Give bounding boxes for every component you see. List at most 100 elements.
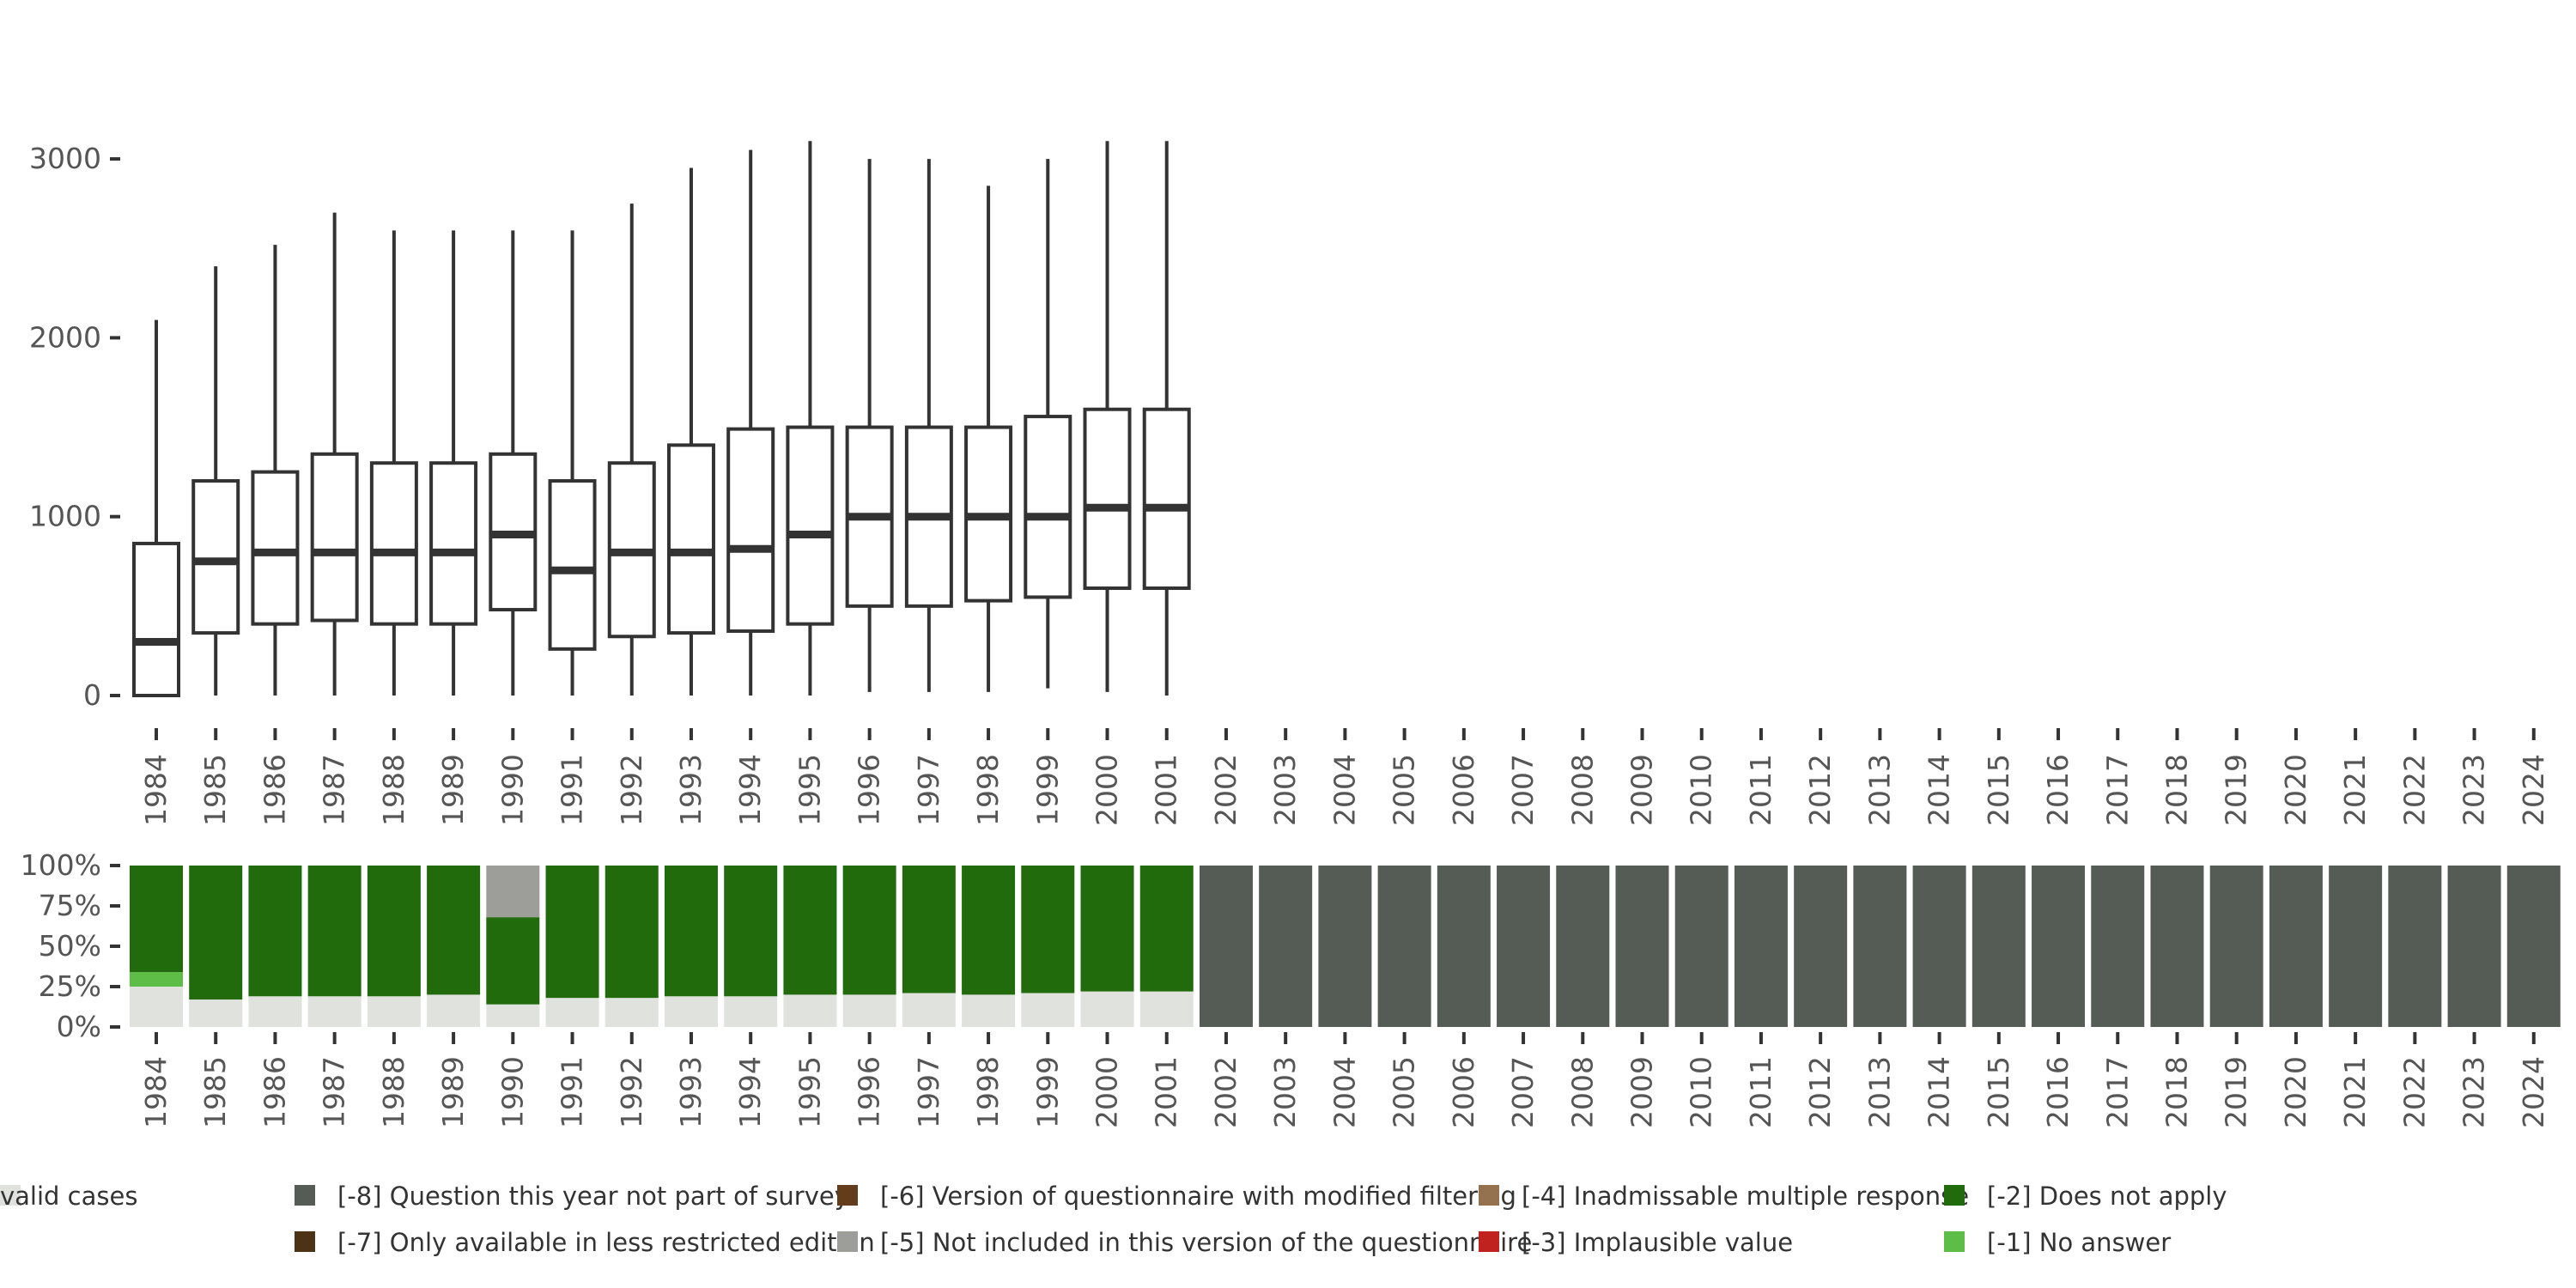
- box-x-tick-label: 2020: [2279, 754, 2312, 826]
- legend-label: [-8] Question this year not part of surv…: [337, 1182, 849, 1211]
- bar-segment: [605, 998, 659, 1027]
- bar-segment: [1674, 866, 1728, 1027]
- bar-x-tick-label: 2021: [2338, 1056, 2372, 1128]
- box-x-tick-label: 2001: [1150, 754, 1183, 826]
- bar-y-tick-label: 75%: [39, 889, 101, 922]
- box-iqr: [369, 461, 418, 626]
- bar-segment: [962, 994, 1016, 1027]
- box-x-tick-label: 2007: [1506, 754, 1540, 826]
- box-x-tick-label: 1991: [556, 754, 589, 826]
- box-x-tick-label: 2017: [2100, 754, 2134, 826]
- bar-x-tick-label: 1986: [258, 1056, 291, 1128]
- bar-segment: [1259, 866, 1313, 1027]
- bar-x-tick-label: 2005: [1388, 1056, 1421, 1128]
- boxplot-panel: 0 1000 2000 3000 1984 1985 1986 1987 1988 1989 199…: [29, 141, 2550, 826]
- box-iqr: [191, 479, 240, 635]
- bar-x-tick-label: 2006: [1447, 1056, 1480, 1128]
- bar-segment: [189, 999, 243, 1027]
- box-x-tick-label: 2010: [1685, 754, 1718, 826]
- bar-segment: [1853, 866, 1907, 1027]
- bar-x-tick-label: 2022: [2397, 1056, 2431, 1128]
- bar-x-tick-label: 2008: [1565, 1056, 1599, 1128]
- bar-x-tick-label: 2020: [2279, 1056, 2312, 1128]
- box-y-tick-label: 2000: [29, 320, 101, 354]
- bar-x-tick-label: 2007: [1506, 1056, 1540, 1128]
- legend-swatch: [295, 1231, 315, 1252]
- legend-label: [-1] No answer: [1987, 1228, 2171, 1257]
- box-x-tick-label: 2013: [1862, 754, 1896, 826]
- bar-segment: [1080, 866, 1134, 992]
- box-x-tick-label: 2008: [1565, 754, 1599, 826]
- bar-x-tick-label: 1995: [793, 1056, 826, 1128]
- bar-segment: [486, 866, 540, 918]
- bar-x-tick-label: 2002: [1209, 1056, 1242, 1128]
- box-iqr: [786, 425, 835, 626]
- bar-segment: [724, 996, 778, 1027]
- box-x-tick-label: 2023: [2458, 754, 2491, 826]
- box-iqr: [310, 452, 359, 623]
- box-x-tick-label: 1989: [436, 754, 470, 826]
- box-y-tick-label: 0: [83, 678, 101, 712]
- bar-segment: [842, 994, 896, 1027]
- box-x-tick-label: 2012: [1803, 754, 1837, 826]
- box-x-tick-label: 1999: [1030, 754, 1064, 826]
- bar-segment: [1080, 991, 1134, 1027]
- bar-segment: [1734, 866, 1788, 1027]
- box-x-tick-label: 1994: [733, 754, 767, 826]
- bar-segment: [1021, 993, 1075, 1027]
- bar-y-tick-label: 100%: [21, 848, 101, 882]
- bar-segment: [1497, 866, 1551, 1027]
- stacked-bar-panel: 0% 25% 50% 75% 100% 1984 1985 1986 1987 1988 1989 1…: [21, 848, 2561, 1128]
- bar-x-tick-label: 2012: [1803, 1056, 1837, 1128]
- bar-x-tick-label: 2009: [1625, 1056, 1659, 1128]
- bar-segment: [486, 917, 540, 1005]
- bar-x-tick-label: 1990: [495, 1056, 529, 1128]
- legend-swatch: [1479, 1231, 1499, 1252]
- legend-swatch: [0, 1185, 21, 1206]
- bar-segment: [427, 994, 481, 1027]
- bar-segment: [902, 993, 956, 1027]
- legend-swatch: [1944, 1231, 1965, 1252]
- bar-y-tick-label: 50%: [39, 929, 101, 963]
- bar-y-tick-label: 0%: [57, 1010, 101, 1043]
- box-x-tick-label: 2019: [2220, 754, 2253, 826]
- bar-segment: [1318, 866, 1372, 1027]
- bar-segment: [664, 866, 718, 997]
- bar-x-tick-label: 1992: [615, 1056, 648, 1128]
- bar-segment: [130, 866, 183, 973]
- bar-x-tick-label: 2024: [2517, 1056, 2550, 1128]
- bar-x-tick-label: 1985: [198, 1056, 232, 1128]
- legend-label: [-6] Version of questionnaire with modif…: [880, 1182, 1516, 1211]
- legend-swatch: [837, 1231, 858, 1252]
- bar-x-tick-label: 2001: [1150, 1056, 1183, 1128]
- bar-segment: [130, 972, 183, 987]
- legend-label: valid cases: [0, 1182, 137, 1211]
- bar-x-tick-label: 2000: [1091, 1056, 1124, 1128]
- box-y-tick-label: 3000: [29, 142, 101, 175]
- bar-segment: [2150, 866, 2204, 1027]
- bar-x-tick-label: 1998: [971, 1056, 1005, 1128]
- bar-segment: [1556, 866, 1610, 1027]
- bar-segment: [842, 866, 896, 995]
- bar-segment: [1615, 866, 1669, 1027]
- box-x-tick-label: 1986: [258, 754, 291, 826]
- bar-x-tick-label: 2016: [2041, 1056, 2075, 1128]
- bar-x-tick-label: 1997: [912, 1056, 945, 1128]
- legend-label: [-7] Only available in less restricted e…: [337, 1228, 875, 1257]
- bar-segment: [724, 866, 778, 997]
- bar-segment: [1139, 866, 1194, 992]
- bar-segment: [2032, 866, 2086, 1027]
- box-x-tick-label: 1984: [139, 754, 173, 826]
- legend-label: [-3] Implausible value: [1522, 1228, 1793, 1257]
- bar-x-tick-label: 2004: [1327, 1056, 1361, 1128]
- bar-x-tick-label: 1993: [674, 1056, 708, 1128]
- box-x-tick-label: 2021: [2338, 754, 2372, 826]
- bar-segment: [2329, 866, 2383, 1027]
- bar-segment: [248, 866, 302, 997]
- box-x-tick-label: 1995: [793, 754, 826, 826]
- box-x-tick-label: 2009: [1625, 754, 1659, 826]
- bar-x-tick-label: 1988: [377, 1056, 410, 1128]
- bar-segment: [307, 996, 361, 1027]
- bar-x-tick-label: 2019: [2220, 1056, 2253, 1128]
